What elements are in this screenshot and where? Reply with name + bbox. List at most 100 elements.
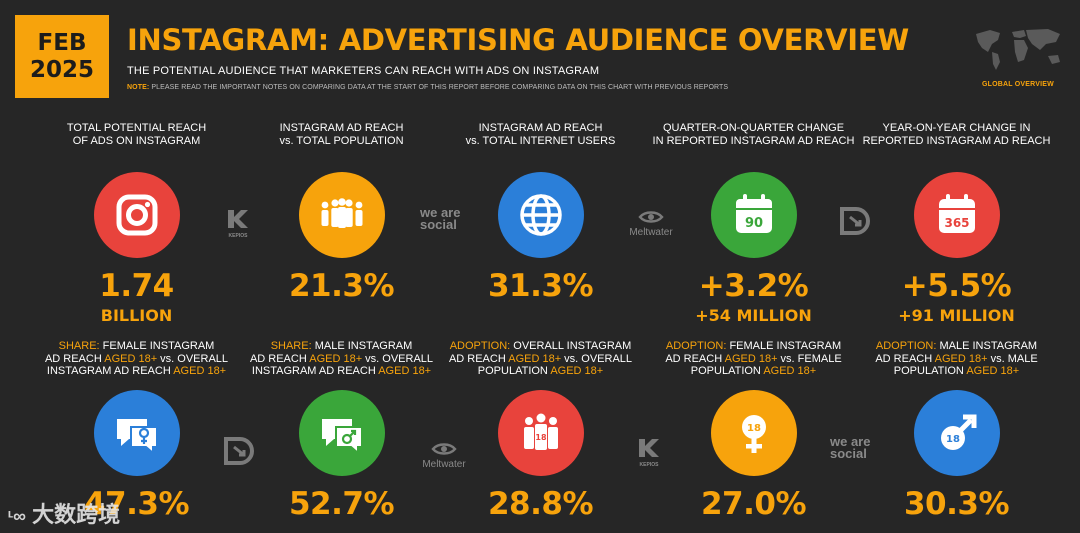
stat-label: SHARE: FEMALE INSTAGRAM AD REACH AGED 18… (34, 340, 239, 380)
stat-label: QUARTER-ON-QUARTER CHANGE IN REPORTED INS… (651, 122, 856, 162)
kepios-mark-icon (639, 439, 659, 457)
label-text: AD REACH (875, 352, 935, 365)
watermark: ᶫ∞ 大数跨境 (8, 497, 120, 529)
calendar-365-icon: 365 (913, 172, 1000, 258)
label-text: vs. FEMALE (777, 352, 842, 365)
male-chat-icon (298, 390, 385, 476)
label-text: INSTAGRAM AD REACH (251, 365, 379, 377)
stat-value: 47.3% (83, 486, 190, 522)
stat-label-line: AD REACH AGED 18+ vs. MALE (875, 353, 1037, 366)
datareportal-logo (838, 203, 874, 240)
label-text: AD REACH (448, 352, 509, 365)
svg-text:18: 18 (747, 423, 761, 434)
label-highlight: AGED 18+ (966, 365, 1020, 377)
label-text: vs. OVERALL (362, 352, 434, 365)
world-map-icon (976, 29, 1060, 70)
stat-label-line: ADOPTION: MALE INSTAGRAM (876, 340, 1037, 353)
female-18-icon: 18 (710, 390, 797, 476)
stat-value: +5.5% (901, 268, 1012, 304)
label-text: vs. MALE (987, 352, 1038, 365)
note: NOTE: PLEASE READ THE IMPORTANT NOTES ON… (127, 84, 728, 91)
stat-label-line: TOTAL POTENTIAL REACH (66, 122, 207, 134)
kepios-mark-icon (228, 210, 248, 228)
label-text: vs. OVERALL (561, 352, 633, 365)
stat-subvalue: +54 MILLION (695, 306, 812, 325)
map-label: GLOBAL OVERVIEW (982, 81, 1054, 88)
label-highlight: ADOPTION: (665, 340, 727, 352)
label-highlight: AGED 18+ (934, 352, 988, 365)
label-highlight: AGED 18+ (309, 352, 363, 365)
meltwater-text: Meltwater (422, 459, 466, 470)
stat-label-line: INSTAGRAM AD REACH AGED 18+ (252, 365, 431, 378)
wearesocial-logo: we are social (420, 205, 472, 232)
stat-label-line: POPULATION AGED 18+ (478, 365, 603, 378)
label-text: OVERALL INSTAGRAM (510, 340, 632, 352)
label-highlight: SHARE: (270, 340, 312, 352)
wearesocial-text: we are social (420, 205, 461, 232)
stat-label-line: YEAR-ON-YEAR CHANGE IN (882, 122, 1031, 134)
stat-subvalue: BILLION (100, 306, 173, 325)
stat-label: ADOPTION: MALE INSTAGRAM AD REACH AGED 1… (854, 340, 1059, 380)
label-highlight: AGED 18+ (763, 365, 817, 377)
svg-text:18: 18 (535, 433, 547, 442)
page-title: INSTAGRAM: ADVERTISING AUDIENCE OVERVIEW (127, 23, 909, 57)
calendar-90-icon: 90 (710, 172, 797, 258)
stat-label: TOTAL POTENTIAL REACH OF ADS ON INSTAGRAM (34, 122, 239, 162)
stat-value: 28.8% (487, 486, 594, 522)
male-18-icon: 18 (913, 390, 1000, 476)
label-highlight: AGED 18+ (173, 365, 227, 377)
adults-18-icon: 18 (497, 390, 584, 476)
label-highlight: AGED 18+ (104, 352, 158, 365)
wearesocial-text: we are social (830, 434, 871, 461)
note-label: NOTE: (127, 84, 150, 91)
stat-label-line: ADOPTION: OVERALL INSTAGRAM (450, 340, 632, 353)
stat-reach-vs-population: INSTAGRAM AD REACH vs. TOTAL POPULATION 2… (239, 122, 444, 304)
kepios-text: KEPIOS (639, 462, 659, 468)
stat-label-line: OF ADS ON INSTAGRAM (72, 134, 201, 147)
label-text: AD REACH (665, 352, 725, 365)
datareportal-mark-icon (840, 207, 870, 235)
label-highlight: ADOPTION: (875, 340, 937, 352)
stat-value: 30.3% (903, 486, 1010, 522)
label-text: POPULATION (477, 365, 551, 377)
stat-label: INSTAGRAM AD REACH vs. TOTAL POPULATION (239, 122, 444, 162)
stat-male-share: SHARE: MALE INSTAGRAM AD REACH AGED 18+ … (239, 340, 444, 522)
stat-label-line: INSTAGRAM AD REACH (478, 122, 603, 134)
stat-total-reach: TOTAL POTENTIAL REACH OF ADS ON INSTAGRAM… (34, 122, 239, 325)
stat-label-line: POPULATION AGED 18+ (691, 365, 816, 378)
stat-quarter-change: QUARTER-ON-QUARTER CHANGE IN REPORTED INS… (651, 122, 856, 325)
stat-label-line: QUARTER-ON-QUARTER CHANGE (662, 122, 845, 134)
watermark-text: 大数跨境 (32, 502, 121, 527)
kepios-text: KEPIOS (228, 233, 248, 239)
kepios-logo: KEPIOS (225, 208, 251, 242)
stat-label-line: SHARE: FEMALE INSTAGRAM (59, 340, 215, 353)
label-highlight: AGED 18+ (508, 352, 562, 365)
label-highlight: AGED 18+ (550, 365, 604, 377)
label-text: AD REACH (44, 352, 105, 365)
stat-value: 31.3% (487, 268, 594, 304)
label-text: MALE INSTAGRAM (936, 340, 1038, 352)
label-highlight: ADOPTION: (449, 340, 511, 352)
label-text: FEMALE INSTAGRAM (99, 340, 215, 352)
date-month: FEB (37, 29, 87, 56)
meltwater-logo: Meltwater (622, 210, 680, 238)
calendar-number: 365 (944, 216, 969, 230)
calendar-number: 90 (744, 216, 762, 231)
date-year: 2025 (29, 56, 94, 83)
stat-label-line: AD REACH AGED 18+ vs. FEMALE (665, 353, 841, 366)
stat-label: YEAR-ON-YEAR CHANGE IN REPORTED INSTAGRAM… (854, 122, 1059, 162)
page-subtitle: THE POTENTIAL AUDIENCE THAT MARKETERS CA… (127, 65, 600, 77)
stat-label-line: POPULATION AGED 18+ (894, 365, 1019, 378)
stat-label-line: IN REPORTED INSTAGRAM AD REACH (652, 134, 855, 147)
label-highlight: AGED 18+ (378, 365, 432, 377)
stat-label-line: INSTAGRAM AD REACH (279, 122, 404, 134)
stat-male-adoption: ADOPTION: MALE INSTAGRAM AD REACH AGED 1… (854, 340, 1059, 522)
stat-value: 27.0% (700, 486, 807, 522)
kepios-logo-2: KEPIOS (636, 437, 662, 471)
stat-value: 52.7% (288, 486, 395, 522)
stat-label-line: AD REACH AGED 18+ vs. OVERALL (250, 353, 433, 366)
stat-subvalue: +91 MILLION (898, 306, 1015, 325)
stat-label-line: vs. TOTAL INTERNET USERS (465, 134, 616, 147)
stat-label: INSTAGRAM AD REACH vs. TOTAL INTERNET USE… (438, 122, 643, 162)
instagram-icon (93, 172, 180, 258)
